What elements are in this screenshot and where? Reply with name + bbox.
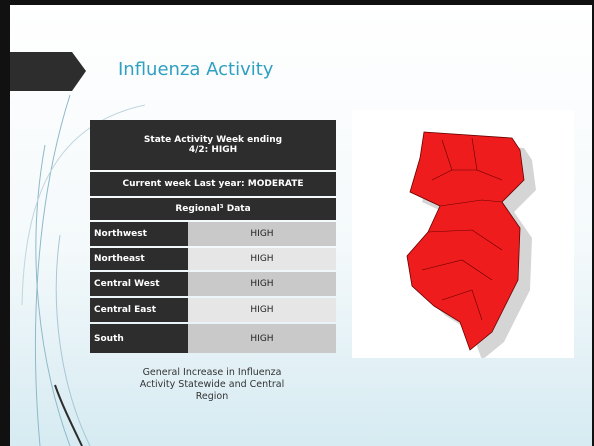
caption: General Increase in Influenza Activity S… bbox=[139, 367, 285, 402]
data-row: Northeast HIGH bbox=[90, 248, 336, 270]
header-row: State Activity Week ending 4/2: HIGH bbox=[90, 120, 336, 170]
data-row: Central West HIGH bbox=[90, 272, 336, 296]
map-image bbox=[352, 110, 574, 358]
activity-table: State Activity Week ending 4/2: HIGH Cur… bbox=[90, 118, 336, 355]
data-row: Northwest HIGH bbox=[90, 222, 336, 246]
header-cell: Current week Last year: MODERATE bbox=[90, 172, 336, 196]
region-name: Northeast bbox=[90, 248, 188, 270]
region-name: South bbox=[90, 324, 188, 353]
data-row: Central East HIGH bbox=[90, 298, 336, 322]
header-row: Current week Last year: MODERATE bbox=[90, 172, 336, 196]
slide: Influenza Activity State Activity Week e… bbox=[10, 5, 592, 446]
header-cell: Regional³ Data bbox=[90, 198, 336, 220]
region-name: Central East bbox=[90, 298, 188, 322]
header-cell: State Activity Week ending 4/2: HIGH bbox=[90, 120, 336, 170]
header-row: Regional³ Data bbox=[90, 198, 336, 220]
activity-level: HIGH bbox=[188, 248, 336, 270]
activity-level: HIGH bbox=[188, 298, 336, 322]
decoration bbox=[10, 52, 146, 446]
header-text: State Activity Week ending 4/2: HIGH bbox=[143, 135, 283, 155]
activity-level: HIGH bbox=[188, 222, 336, 246]
activity-level: HIGH bbox=[188, 272, 336, 296]
activity-level: HIGH bbox=[188, 324, 336, 353]
data-row: South HIGH bbox=[90, 324, 336, 353]
slide-title: Influenza Activity bbox=[118, 59, 274, 80]
region-name: Northwest bbox=[90, 222, 188, 246]
region-name: Central West bbox=[90, 272, 188, 296]
